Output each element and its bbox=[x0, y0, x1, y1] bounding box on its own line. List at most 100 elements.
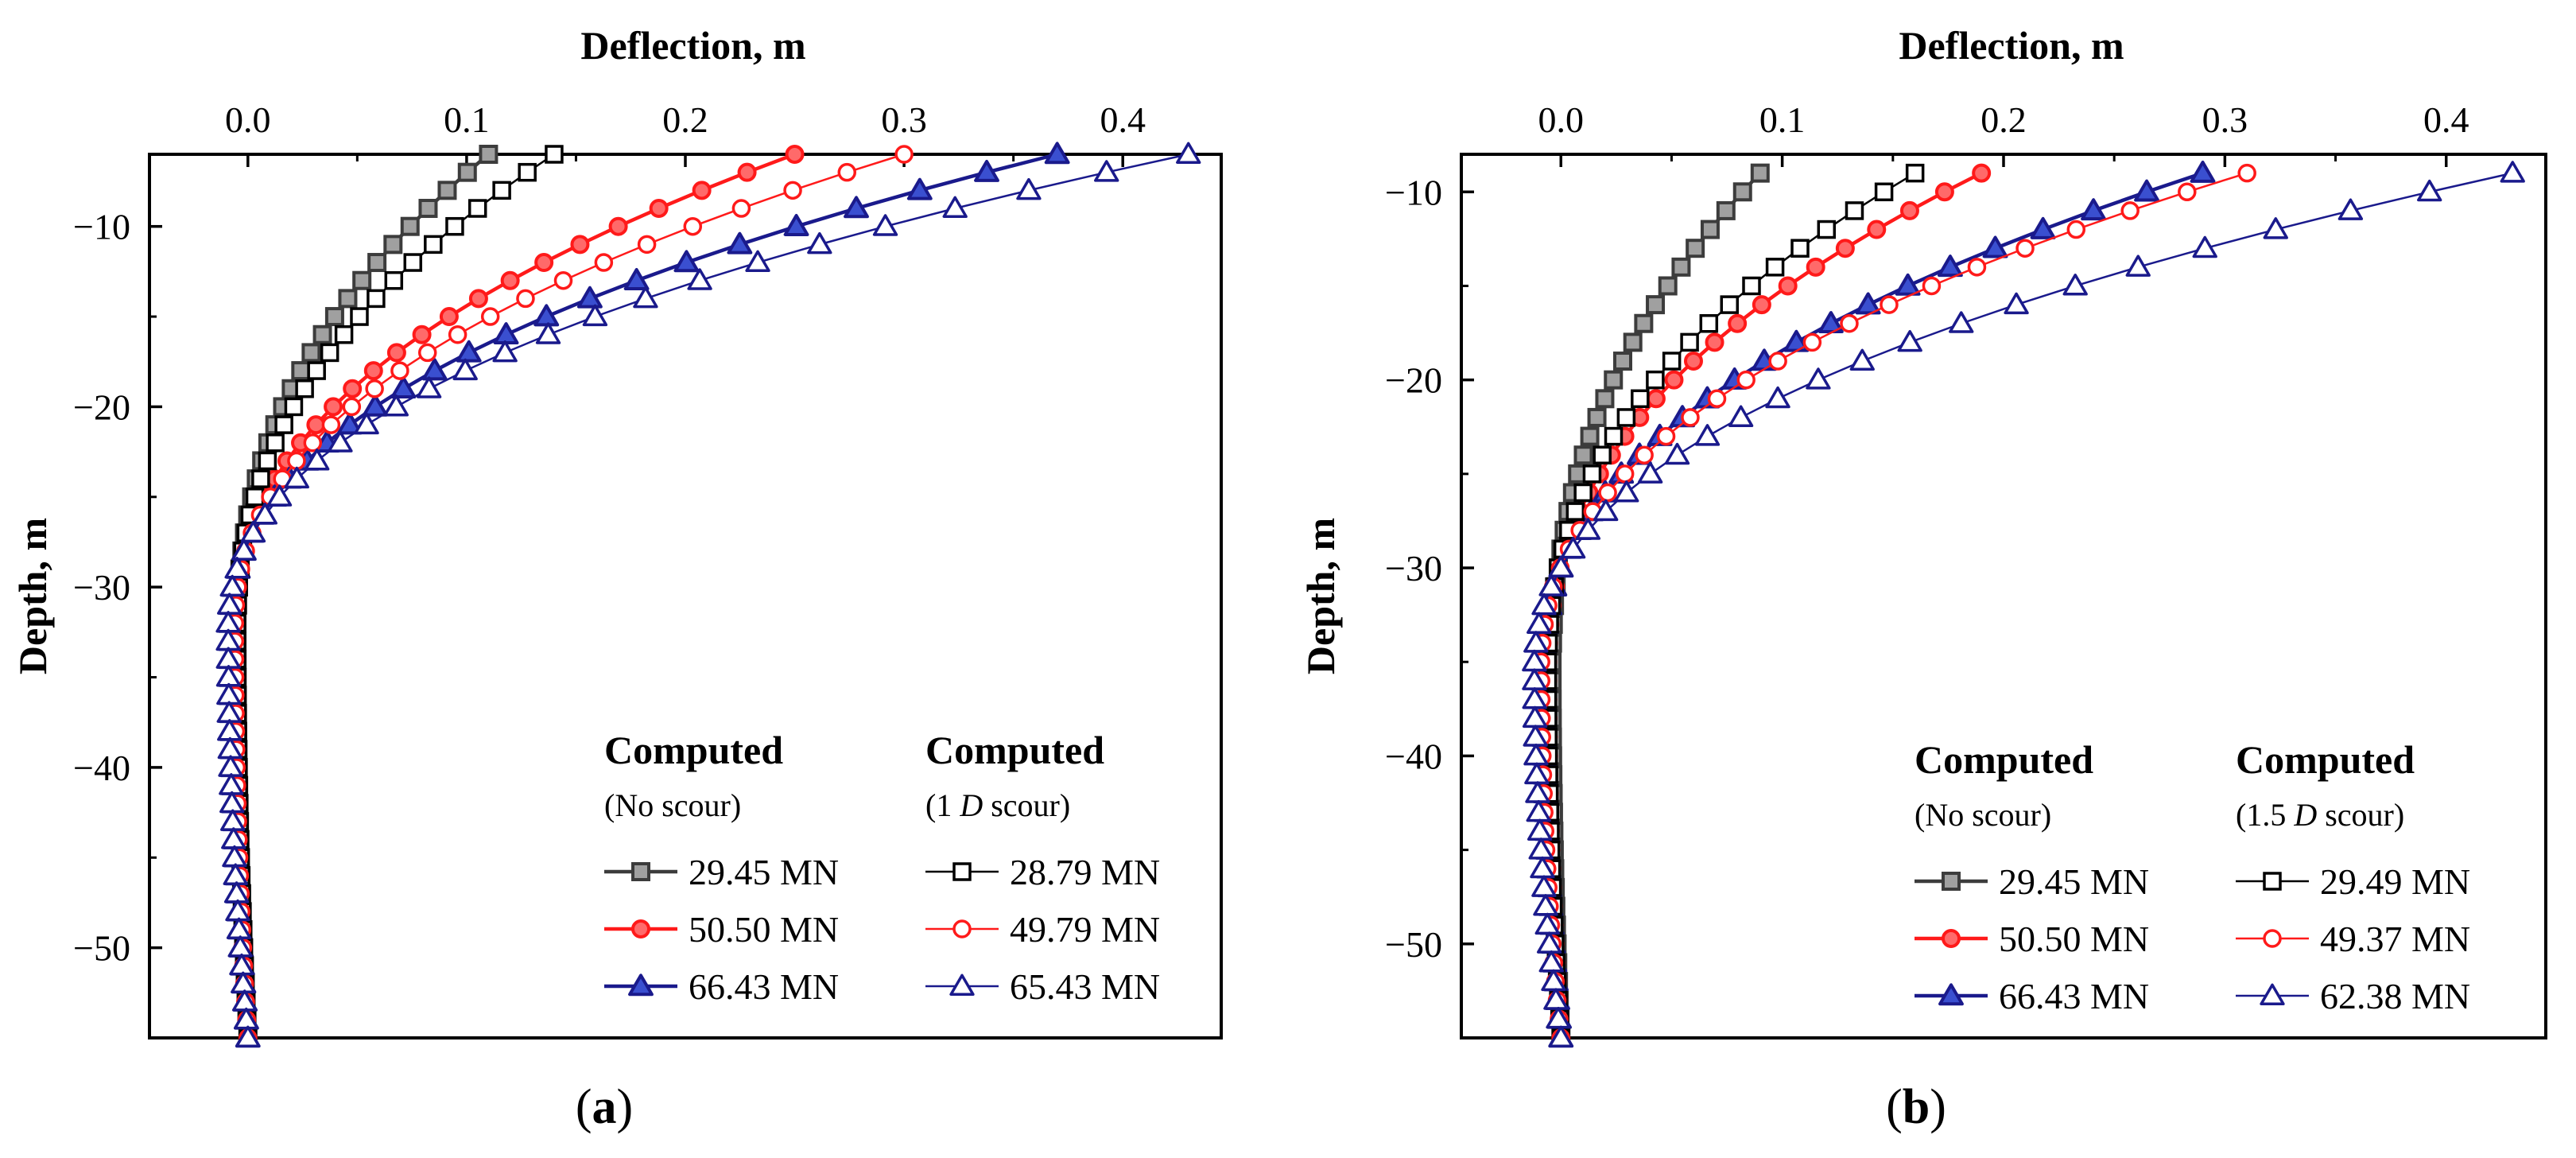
data-point bbox=[354, 412, 379, 435]
data-point bbox=[731, 199, 751, 218]
data-point bbox=[1681, 408, 1700, 427]
data-point bbox=[1548, 555, 1573, 578]
data-point bbox=[745, 250, 770, 273]
data-point bbox=[1680, 332, 1699, 352]
data-point bbox=[1634, 313, 1654, 333]
data-point bbox=[545, 145, 564, 164]
data-point bbox=[577, 286, 603, 309]
data-point bbox=[1637, 461, 1663, 484]
legend-marker bbox=[631, 862, 650, 881]
legend-label: 49.79 MN bbox=[1010, 909, 1160, 950]
legend-label: 66.43 MN bbox=[1999, 976, 2149, 1016]
data-point bbox=[1656, 426, 1676, 446]
data-point bbox=[1982, 235, 2008, 258]
data-point bbox=[363, 361, 383, 381]
data-point bbox=[266, 433, 285, 453]
data-point bbox=[305, 449, 330, 471]
y-tick-label: −20 bbox=[73, 387, 130, 427]
data-point bbox=[1742, 276, 1761, 296]
y-tick-label: −40 bbox=[1385, 736, 1442, 776]
data-point bbox=[439, 307, 459, 327]
data-point bbox=[1765, 258, 1785, 277]
data-point bbox=[1817, 220, 1837, 239]
data-point bbox=[367, 253, 387, 273]
series-66-43-MN bbox=[1530, 160, 2216, 1048]
data-point bbox=[783, 214, 809, 236]
data-point bbox=[1700, 220, 1720, 239]
data-point bbox=[231, 538, 257, 561]
data-point bbox=[683, 216, 703, 236]
data-point bbox=[1790, 239, 1810, 258]
data-point bbox=[2263, 217, 2288, 239]
data-point bbox=[342, 397, 362, 417]
data-point bbox=[516, 289, 535, 309]
data-point bbox=[1905, 163, 1925, 183]
data-point bbox=[2134, 179, 2159, 202]
data-point bbox=[324, 397, 343, 417]
x-tick-label: 0.2 bbox=[662, 99, 708, 140]
data-point bbox=[1543, 988, 1569, 1010]
plot-frame bbox=[1460, 153, 2547, 1039]
data-point bbox=[1548, 1025, 1573, 1048]
data-point bbox=[251, 469, 270, 488]
data-point bbox=[324, 307, 344, 327]
data-point bbox=[1765, 386, 1790, 409]
data-point bbox=[252, 503, 277, 525]
panel-label: (a) bbox=[576, 1080, 633, 1134]
chart-panel-b: 0.0 0.1 0.2 0.3 0.4 Deflection, m −10 −20 −30 −40… bbox=[1288, 0, 2576, 1158]
data-point bbox=[1541, 969, 1566, 992]
data-point bbox=[1646, 389, 1666, 409]
data-point bbox=[974, 159, 999, 182]
data-point bbox=[417, 343, 437, 363]
data-point bbox=[295, 379, 314, 398]
data-point bbox=[1646, 295, 1666, 315]
data-point bbox=[479, 145, 499, 164]
data-point bbox=[1615, 464, 1635, 484]
data-point bbox=[1972, 163, 1992, 183]
data-point bbox=[1573, 483, 1593, 503]
data-point bbox=[421, 358, 448, 381]
data-point bbox=[306, 415, 326, 435]
data-point bbox=[2190, 160, 2216, 183]
y-tick-label: −10 bbox=[73, 207, 130, 247]
legend-marker bbox=[2260, 983, 2285, 1006]
data-point bbox=[2004, 292, 2029, 315]
data-point bbox=[1686, 239, 1705, 258]
data-point bbox=[1728, 405, 1754, 427]
legend-marker bbox=[1942, 929, 1961, 948]
data-point bbox=[1880, 295, 1899, 314]
data-point bbox=[492, 340, 518, 363]
data-point bbox=[1616, 408, 1636, 427]
data-point bbox=[400, 216, 420, 236]
data-point bbox=[2120, 201, 2140, 220]
data-point bbox=[1546, 1006, 1571, 1029]
data-point bbox=[367, 289, 386, 309]
series-line bbox=[1533, 172, 2513, 1039]
legend-label: 29.45 MN bbox=[689, 852, 839, 892]
legend-col1-subtitle: (No scour) bbox=[1915, 797, 2051, 833]
data-point bbox=[1895, 273, 1921, 296]
data-point bbox=[390, 376, 417, 399]
data-point bbox=[1538, 574, 1564, 596]
data-point bbox=[492, 181, 511, 200]
data-point bbox=[336, 412, 363, 435]
chart-panel-a: 0.0 0.1 0.2 0.3 0.4 Deflection, m −10 −20 −30 −40… bbox=[10, 23, 1223, 1134]
data-point bbox=[390, 361, 409, 380]
y-tick-label: −50 bbox=[73, 928, 130, 969]
data-point bbox=[2081, 198, 2106, 221]
data-point bbox=[2500, 161, 2525, 183]
legend-col1-title: Computed bbox=[604, 728, 783, 772]
data-point bbox=[1855, 292, 1881, 315]
data-point bbox=[1922, 276, 1942, 296]
data-point bbox=[1536, 931, 1562, 954]
data-point bbox=[1531, 593, 1557, 616]
legend-marker bbox=[631, 919, 650, 938]
data-point bbox=[493, 322, 519, 344]
data-point bbox=[240, 520, 266, 543]
data-point bbox=[291, 361, 311, 381]
data-point bbox=[1736, 370, 1755, 390]
data-point bbox=[727, 231, 753, 255]
data-point bbox=[1705, 332, 1724, 352]
data-point bbox=[1635, 445, 1654, 464]
y-tick-label: −20 bbox=[1385, 360, 1442, 401]
